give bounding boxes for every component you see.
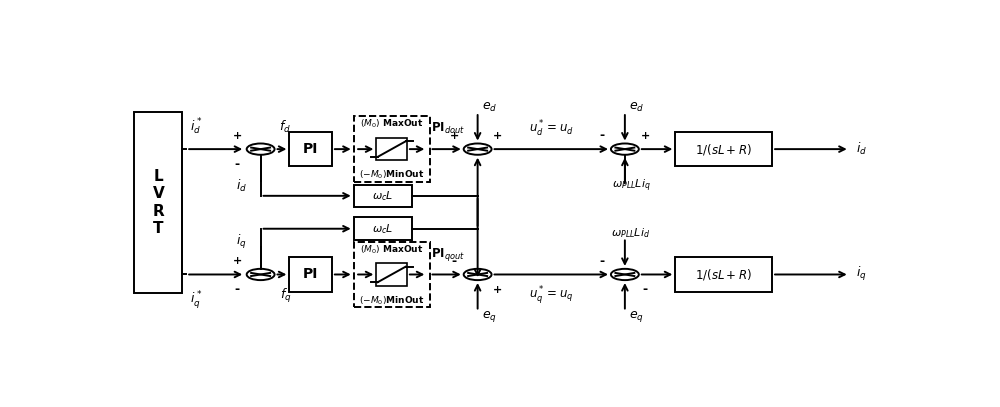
Bar bbox=[354, 217, 412, 240]
Text: PI: PI bbox=[303, 142, 318, 156]
Text: +: + bbox=[233, 256, 242, 266]
Bar bbox=[376, 263, 407, 286]
Text: $i_q$: $i_q$ bbox=[856, 265, 867, 284]
Text: $f_q$: $f_q$ bbox=[280, 287, 291, 305]
Bar bbox=[354, 116, 430, 182]
Text: $u_d^*$$=u_d$: $u_d^*$$=u_d$ bbox=[529, 119, 574, 139]
Text: +: + bbox=[640, 131, 650, 141]
Text: $(-M_0)$MinOut: $(-M_0)$MinOut bbox=[359, 294, 424, 307]
Text: $i_q$: $i_q$ bbox=[236, 233, 247, 251]
Bar bbox=[354, 184, 412, 207]
Text: $e_d$: $e_d$ bbox=[629, 101, 644, 114]
Text: $i_d$: $i_d$ bbox=[856, 141, 867, 157]
Text: -: - bbox=[235, 283, 240, 296]
Text: +: + bbox=[493, 284, 502, 295]
Text: $e_q$: $e_q$ bbox=[482, 309, 497, 324]
Circle shape bbox=[247, 269, 275, 280]
Text: $\omega_c L$: $\omega_c L$ bbox=[372, 222, 393, 236]
Bar bbox=[376, 138, 407, 160]
Text: $i_q^*$: $i_q^*$ bbox=[190, 289, 202, 311]
Text: +: + bbox=[493, 131, 502, 141]
Text: PI: PI bbox=[303, 267, 318, 282]
Circle shape bbox=[464, 269, 492, 280]
Text: PI$_{dout}$: PI$_{dout}$ bbox=[431, 121, 465, 136]
Text: -: - bbox=[642, 283, 648, 296]
Text: +: + bbox=[233, 131, 242, 141]
Bar bbox=[289, 132, 332, 166]
Text: $i_d$: $i_d$ bbox=[236, 178, 247, 194]
Text: $f_d$: $f_d$ bbox=[279, 119, 291, 135]
Text: $\omega_{PLL}Li_d$: $\omega_{PLL}Li_d$ bbox=[611, 226, 651, 240]
Text: $(M_0)$ MaxOut: $(M_0)$ MaxOut bbox=[360, 243, 423, 256]
Text: $\omega_{PLL}Li_q$: $\omega_{PLL}Li_q$ bbox=[612, 178, 651, 194]
Text: PI$_{qout}$: PI$_{qout}$ bbox=[431, 245, 465, 263]
Text: $e_q$: $e_q$ bbox=[629, 309, 644, 324]
Text: +: + bbox=[450, 131, 459, 141]
Text: $1/(sL+R)$: $1/(sL+R)$ bbox=[695, 142, 752, 157]
Circle shape bbox=[611, 269, 639, 280]
Bar bbox=[675, 132, 772, 166]
Text: -: - bbox=[599, 254, 604, 267]
Text: -: - bbox=[235, 158, 240, 171]
Bar bbox=[289, 257, 332, 292]
Bar bbox=[134, 112, 182, 293]
Bar bbox=[675, 257, 772, 292]
Text: $(M_0)$ MaxOut: $(M_0)$ MaxOut bbox=[360, 118, 423, 130]
Text: -: - bbox=[599, 129, 604, 142]
Text: -: - bbox=[452, 254, 457, 267]
Text: $i_d^*$: $i_d^*$ bbox=[190, 117, 202, 137]
Text: $u_q^*$$=u_q$: $u_q^*$$=u_q$ bbox=[529, 284, 573, 306]
Text: $1/(sL+R)$: $1/(sL+R)$ bbox=[695, 267, 752, 282]
Circle shape bbox=[464, 144, 492, 155]
Text: L
V
R
T: L V R T bbox=[152, 169, 164, 236]
Circle shape bbox=[611, 144, 639, 155]
Circle shape bbox=[247, 144, 275, 155]
Bar bbox=[354, 242, 430, 307]
Text: $\omega_c L$: $\omega_c L$ bbox=[372, 189, 393, 203]
Text: $(-M_0)$MinOut: $(-M_0)$MinOut bbox=[359, 169, 424, 182]
Text: $e_d$: $e_d$ bbox=[482, 101, 497, 114]
